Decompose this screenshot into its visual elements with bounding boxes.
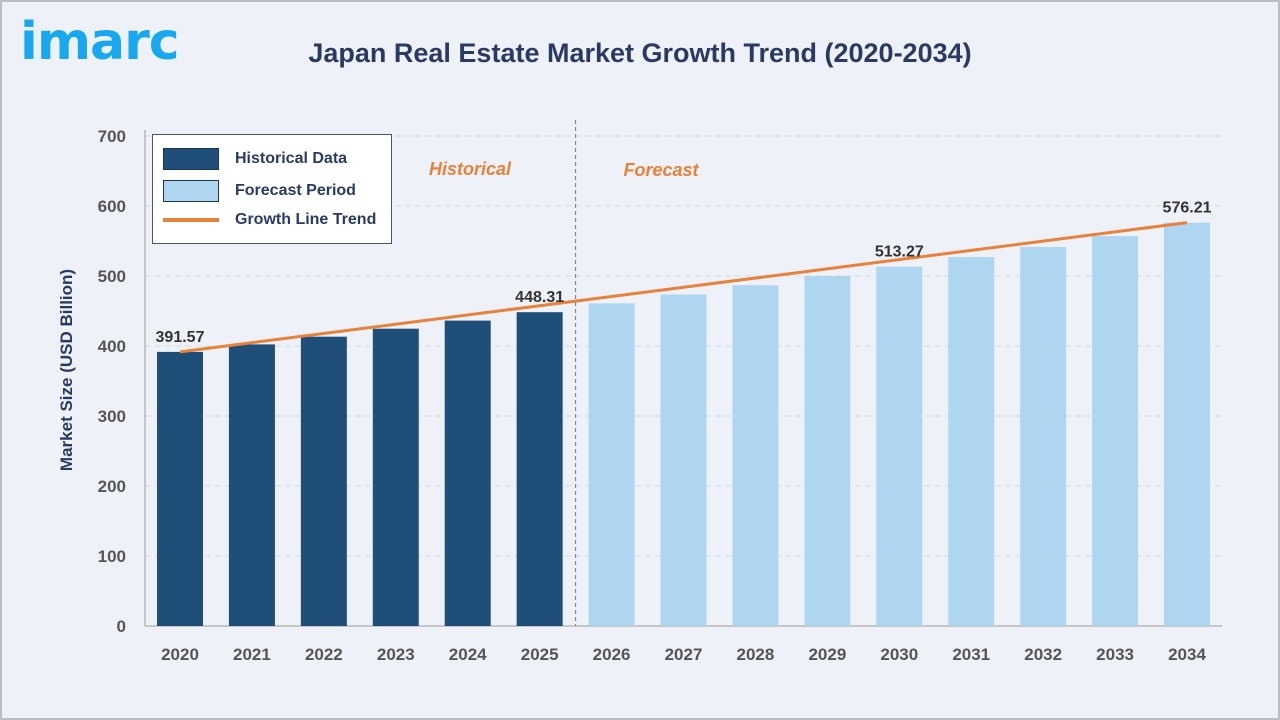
x-tick-label: 2020 <box>161 645 199 664</box>
chart-title-text: Japan Real Estate Market Growth Trend (2… <box>308 38 972 68</box>
forecast-annotation: Forecast <box>623 160 699 180</box>
bar-2027 <box>660 294 707 626</box>
legend-label-historical: Historical Data <box>235 150 348 167</box>
legend-label-trend: Growth Line Trend <box>235 211 377 228</box>
y-axis-label: Market Size (USD Billion) <box>57 269 76 471</box>
legend-item-historical: Historical Data <box>163 148 347 170</box>
y-tick-label: 500 <box>98 267 126 286</box>
imarc-logo: imarc <box>20 12 180 72</box>
bar-2029 <box>804 276 851 626</box>
bar-2026 <box>588 303 635 626</box>
legend-item-trend: Growth Line Trend <box>163 211 376 229</box>
legend-label-forecast: Forecast Period <box>235 182 356 199</box>
x-tick-label: 2031 <box>952 645 990 664</box>
legend-swatch-trend <box>163 218 219 222</box>
x-tick-label: 2034 <box>1168 645 1206 664</box>
y-tick-label: 300 <box>98 407 126 426</box>
legend-swatch-forecast <box>163 180 219 202</box>
y-tick-label: 700 <box>98 127 126 146</box>
x-tick-label: 2021 <box>233 645 271 664</box>
legend-item-forecast: Forecast Period <box>163 180 356 202</box>
x-tick-label: 2028 <box>737 645 775 664</box>
growth-trend-line <box>179 221 1188 354</box>
x-tick-label: 2026 <box>593 645 631 664</box>
x-tick-label: 2030 <box>880 645 918 664</box>
y-tick-label: 400 <box>98 337 126 356</box>
x-tick-label: 2023 <box>377 645 415 664</box>
y-tick-label: 0 <box>117 617 126 636</box>
data-label-2034: 576.21 <box>1163 200 1212 217</box>
x-tick-label: 2033 <box>1096 645 1134 664</box>
bar-2031 <box>948 257 995 626</box>
bar-2032 <box>1020 246 1067 626</box>
y-tick-label: 200 <box>98 477 126 496</box>
data-label-2025: 448.31 <box>515 289 564 306</box>
x-tick-label: 2029 <box>808 645 846 664</box>
legend-swatch-historical <box>163 148 219 170</box>
bar-2034 <box>1164 222 1211 626</box>
y-tick-label: 100 <box>98 547 126 566</box>
bar-2024 <box>444 320 491 626</box>
historical-annotation: Historical <box>429 159 512 179</box>
bar-2022 <box>300 336 347 626</box>
x-tick-label: 2024 <box>449 645 487 664</box>
x-tick-label: 2032 <box>1024 645 1062 664</box>
bar-2021 <box>228 344 275 626</box>
bar-2025 <box>516 312 563 626</box>
bar-2028 <box>732 285 779 626</box>
bar-2020 <box>157 351 203 626</box>
y-tick-label: 600 <box>98 197 126 216</box>
bar-2023 <box>372 328 419 626</box>
legend: Historical Data Forecast Period Growth L… <box>152 134 392 244</box>
x-tick-label: 2022 <box>305 645 343 664</box>
x-tick-label: 2025 <box>521 645 559 664</box>
bar-2033 <box>1092 236 1139 626</box>
data-label-2020: 391.57 <box>156 329 205 346</box>
data-label-2030: 513.27 <box>875 244 924 261</box>
chart-title: Japan Real Estate Market Growth Trend (2… <box>0 38 1280 69</box>
bar-2030 <box>876 266 923 626</box>
x-tick-label: 2027 <box>665 645 703 664</box>
